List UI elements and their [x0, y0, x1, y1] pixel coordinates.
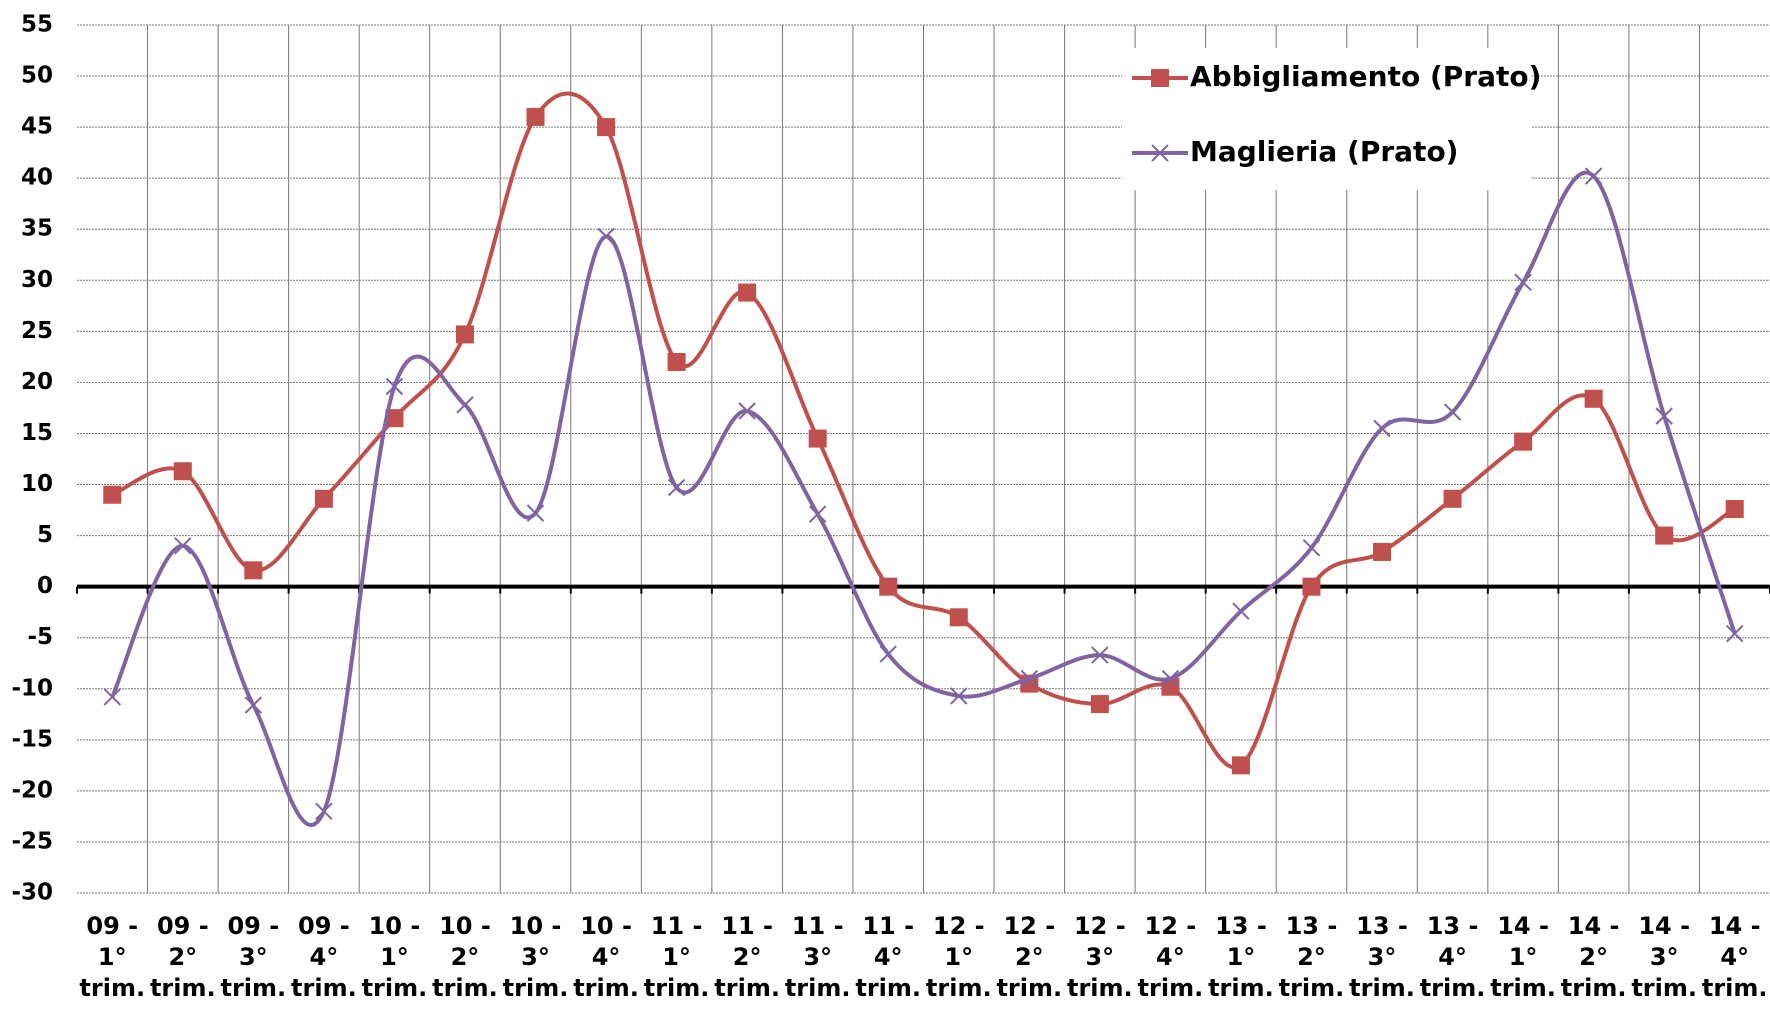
marker	[667, 352, 686, 371]
marker	[1443, 403, 1462, 421]
legend-label: Abbigliamento (Prato)	[1190, 60, 1541, 93]
x-tick-label: 09 - 4° trim.	[291, 912, 357, 1002]
marker	[1232, 602, 1250, 620]
x-tick-label: 09 - 2° trim.	[149, 912, 216, 1002]
y-tick-label: -10	[11, 675, 53, 701]
x-tick-label: 10 - 4° trim.	[573, 912, 639, 1002]
x-tick-label: 12 - 1° trim.	[925, 912, 992, 1002]
x-tick-label: 09 - 3° trim.	[220, 912, 287, 1002]
marker	[385, 409, 404, 428]
marker	[1655, 526, 1674, 545]
marker	[1584, 167, 1603, 185]
y-tick-label: 0	[37, 573, 53, 599]
y-tick-label: 55	[21, 12, 53, 38]
marker	[174, 537, 192, 555]
marker	[385, 377, 404, 396]
x-tick-label: 10 - 3° trim.	[502, 912, 569, 1002]
marker	[244, 696, 263, 714]
y-tick-label: 50	[21, 63, 53, 89]
series-line	[110, 170, 1737, 827]
x-tick-label: 13 - 3° trim.	[1349, 912, 1415, 1002]
marker	[1302, 577, 1321, 596]
marker	[1514, 432, 1533, 451]
x-tick-label: 13 - 4° trim.	[1419, 912, 1486, 1002]
y-tick-label: 20	[21, 369, 53, 395]
marker	[1725, 500, 1744, 519]
marker	[1373, 542, 1392, 561]
y-tick-label: 45	[21, 114, 53, 140]
x-tick-label: 13 - 2° trim.	[1278, 912, 1345, 1002]
marker	[1373, 419, 1391, 438]
y-tick-label: 5	[37, 522, 53, 548]
marker	[1726, 624, 1744, 643]
x-tick-label: 12 - 2° trim.	[996, 912, 1063, 1002]
x-tick-label: 11 - 3° trim.	[784, 912, 851, 1002]
y-tick-label: -15	[11, 726, 53, 752]
marker	[1231, 756, 1250, 775]
marker	[1090, 695, 1109, 714]
marker	[1020, 669, 1039, 688]
marker	[526, 107, 545, 126]
marker	[526, 504, 545, 522]
marker	[738, 283, 757, 302]
y-tick-label: -25	[11, 828, 53, 854]
y-tick-label: 35	[21, 216, 53, 242]
x-tick-label: 14 - 3° trim.	[1631, 912, 1697, 1002]
marker	[879, 577, 898, 596]
marker	[597, 227, 615, 246]
x-tick-label: 10 - 2° trim.	[432, 912, 498, 1002]
marker	[1584, 389, 1603, 408]
marker	[808, 429, 827, 448]
y-tick-label: -20	[11, 777, 53, 803]
marker	[1514, 273, 1532, 292]
y-tick-label: -30	[11, 880, 53, 906]
marker	[455, 325, 474, 344]
x-tick-label: 14 - 1° trim.	[1490, 912, 1556, 1002]
x-tick-label: 10 - 1° trim.	[361, 912, 428, 1002]
marker	[1151, 144, 1169, 162]
marker	[1161, 669, 1180, 688]
marker	[1302, 539, 1321, 557]
x-tick-label: 11 - 1° trim.	[643, 912, 710, 1002]
marker	[738, 402, 756, 420]
x-tick-label: 12 - 4° trim.	[1137, 912, 1204, 1002]
marker	[1655, 407, 1673, 425]
x-tick-label: 14 - 2° trim.	[1560, 912, 1627, 1002]
y-tick-label: 25	[21, 318, 53, 344]
marker	[103, 688, 121, 706]
marker	[244, 561, 263, 580]
marker	[879, 645, 897, 663]
x-tick-label: 09 - 1° trim.	[79, 912, 146, 1002]
marker	[315, 802, 333, 821]
legend-box	[1122, 48, 1532, 190]
x-tick-label: 13 - 1° trim.	[1208, 912, 1274, 1002]
x-tick-label: 14 - 4° trim.	[1701, 912, 1768, 1002]
legend-label: Maglieria (Prato)	[1190, 135, 1458, 168]
x-tick-label: 11 - 2° trim.	[714, 912, 780, 1002]
y-tick-label: -5	[27, 624, 53, 650]
y-tick-label: 40	[21, 165, 53, 191]
y-tick-label: 10	[21, 471, 53, 497]
y-tick-label: 15	[21, 420, 53, 446]
marker	[103, 485, 122, 504]
x-tick-label: 11 - 4° trim.	[855, 912, 922, 1002]
marker	[1443, 489, 1462, 508]
marker	[597, 118, 616, 137]
marker	[667, 478, 686, 497]
marker	[1151, 69, 1169, 87]
marker	[950, 687, 968, 705]
marker	[173, 462, 192, 481]
marker	[808, 505, 827, 523]
marker	[456, 396, 474, 414]
marker	[314, 489, 333, 508]
marker	[949, 608, 968, 627]
y-tick-label: 30	[21, 267, 53, 293]
x-tick-label: 12 - 3° trim.	[1067, 912, 1133, 1002]
marker	[1091, 646, 1109, 664]
